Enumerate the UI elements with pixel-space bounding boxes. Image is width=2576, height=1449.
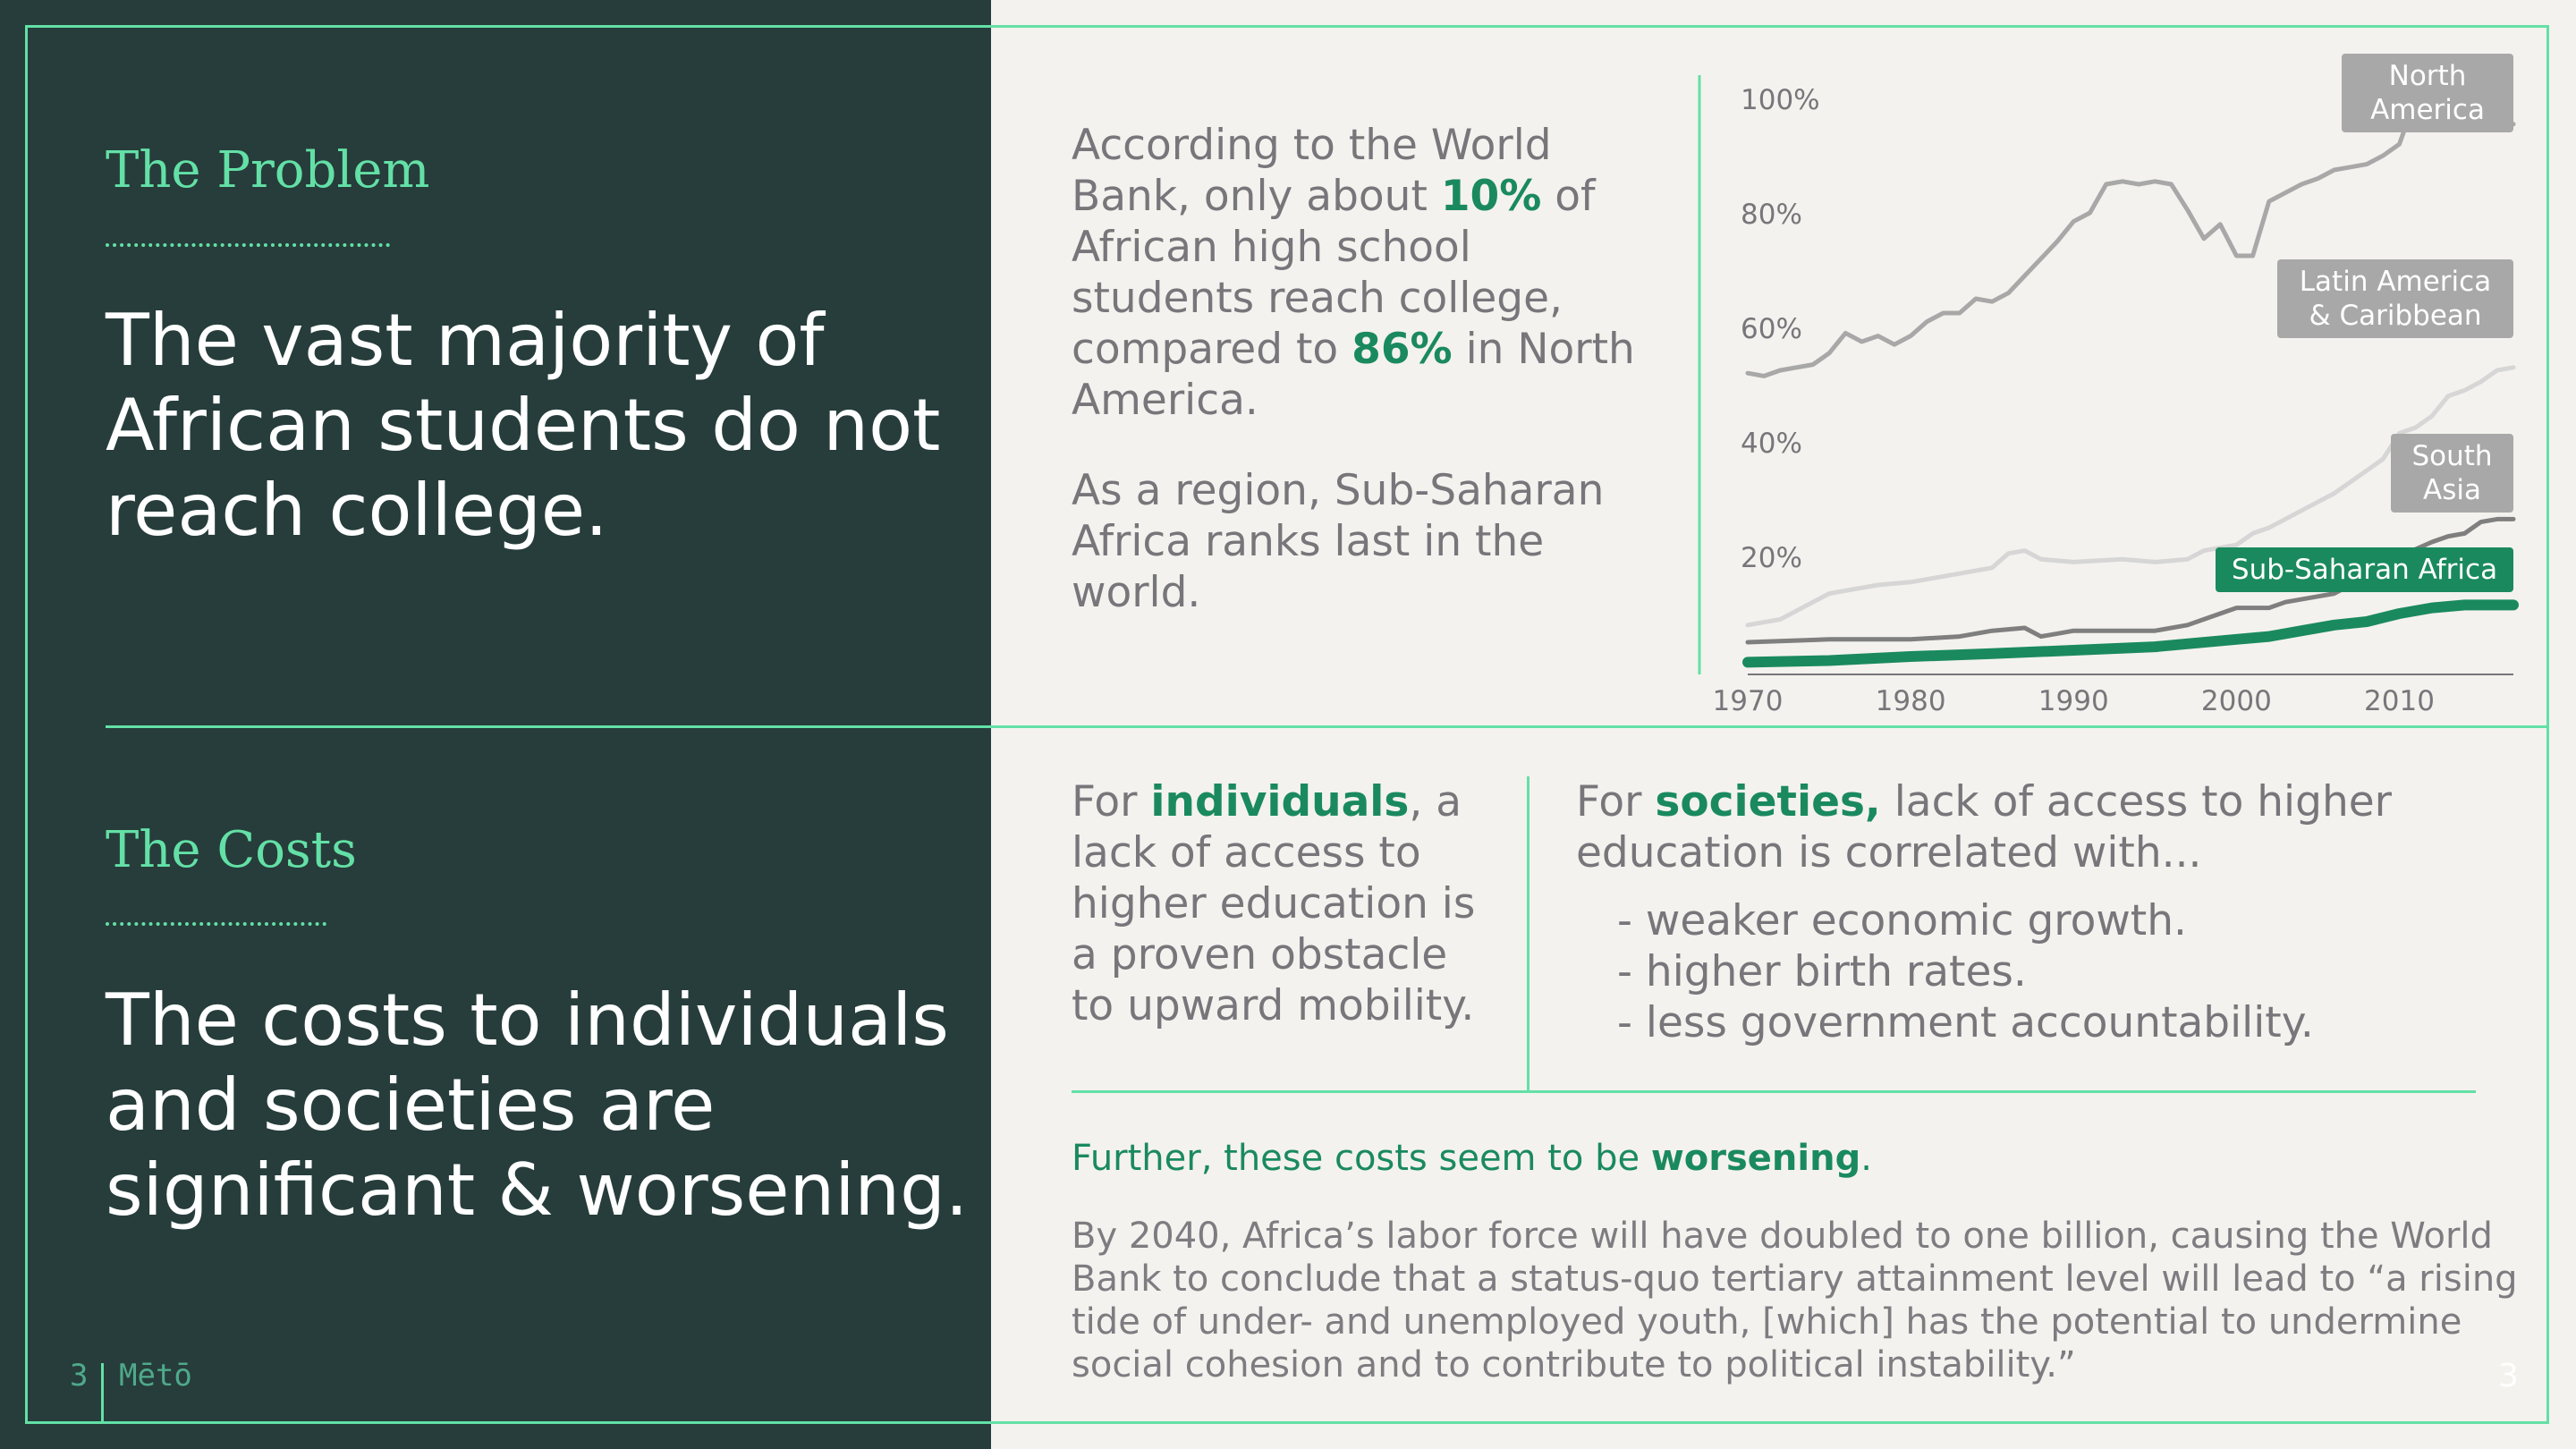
corner-page-number: 3 [2498,1358,2519,1394]
series-line-latin-america-caribbean [1745,365,2516,628]
x-tick-label: 1990 [2038,685,2109,717]
para1-text-a: According to the World Bank, only about [1072,121,1552,221]
legend-label-south-asia: South Asia [2391,434,2513,513]
legend-label-sub-saharan-africa: Sub-Saharan Africa [2216,547,2513,592]
problem-paragraph-1: According to the World Bank, only about … [1072,120,1644,426]
soc-text-a: For [1576,777,1656,826]
para1-text-c: of African high school students reach co… [1072,172,1596,374]
costs-headline: The costs to individuals and societies a… [106,979,969,1232]
y-tick-label: 20% [1741,542,1802,574]
soc-text-c: lack of access to higher education is co… [1576,777,2392,877]
ind-keyword: individuals [1150,777,1410,826]
y-tick-label: 40% [1741,428,1802,460]
problem-section-title: The Problem [106,141,430,199]
chart-svg: 20% 40% 60% 80% 100% 1970 1980 1990 2000 2010 [1698,75,2519,717]
series-line-sub-saharan-africa [1742,599,2519,668]
para1-text-e: in North America. [1072,325,1635,425]
list-item: - less government accountability. [1617,998,2314,1047]
costs-section-title: The Costs [106,821,357,879]
further-text-c: . [1860,1138,1872,1179]
costs-column-divider [1527,776,1530,1091]
societies-paragraph: For societies, lack of access to higher … [1576,776,2497,878]
further-line: Further, these costs seem to be worsenin… [1072,1138,1872,1179]
x-tick-label: 2010 [2364,685,2435,717]
list-item: - higher birth rates. [1617,947,2027,996]
page-number: 3 [70,1358,89,1394]
x-tick-label: 1970 [1713,685,1784,717]
x-tick-label: 1980 [1876,685,1946,717]
footer-divider [101,1363,104,1424]
y-tick-label: 60% [1741,313,1802,345]
individuals-paragraph: For individuals, a lack of access to hig… [1072,776,1492,1031]
y-tick-label: 100% [1741,84,1820,116]
costs-title-underline [106,922,326,926]
brand-label: Mētō [119,1358,192,1394]
ind-text-c: , a lack of access to higher education i… [1072,777,1476,1030]
legend-label-north-america: North America [2342,54,2513,132]
problem-title-underline [106,243,390,247]
costs-bottom-divider [1072,1090,2476,1093]
ind-text-a: For [1072,777,1151,826]
stat-north-america: 86% [1352,325,1453,374]
series-line-south-asia [1745,516,2516,645]
section-divider [106,725,2549,728]
problem-headline: The vast majority of African students do… [106,299,941,552]
stat-africa: 10% [1440,172,1542,221]
x-tick-label: 2000 [2201,685,2272,717]
further-keyword: worsening [1650,1138,1861,1179]
list-item: - weaker economic growth. [1617,896,2187,945]
world-bank-quote: By 2040, Africa’s labor force will have … [1072,1216,2518,1385]
dark-panel [0,0,991,1449]
societies-list: - weaker economic growth. - higher birth… [1617,895,2314,1048]
legend-label-latin-america: Latin America & Caribbean [2277,259,2513,338]
enrollment-chart: 20% 40% 60% 80% 100% 1970 1980 1990 2000 2010 [1682,63,2522,728]
y-tick-label: 80% [1741,199,1802,231]
soc-keyword: societies, [1655,777,1881,826]
series-line-north-america [1745,96,2516,378]
problem-paragraph-2: As a region, Sub-Saharan Africa ranks la… [1072,466,1605,617]
further-text-a: Further, these costs seem to be [1072,1138,1651,1179]
